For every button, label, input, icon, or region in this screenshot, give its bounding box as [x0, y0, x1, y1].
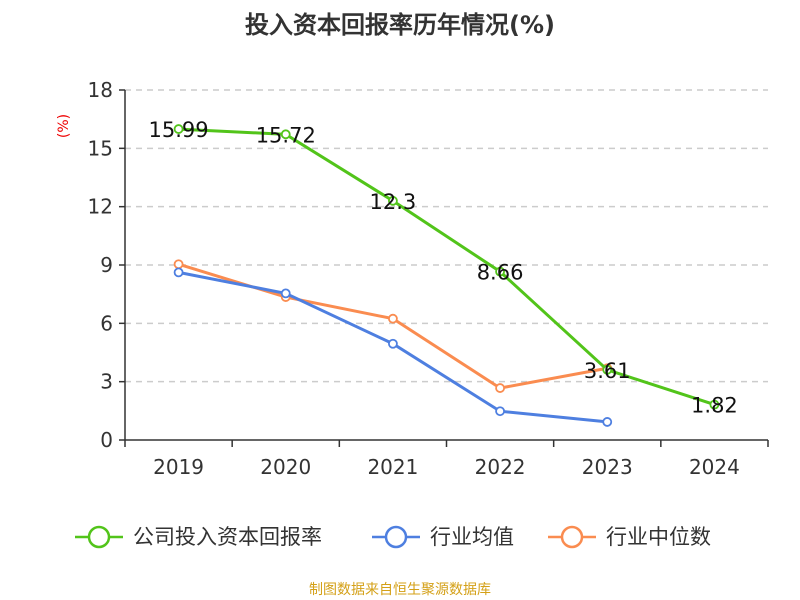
data-point[interactable]: [495, 406, 505, 417]
y-tick-label: 0: [100, 428, 113, 452]
y-tick-label: 6: [100, 311, 113, 335]
legend-circle-icon: [87, 525, 111, 549]
y-tick-label: 12: [88, 195, 113, 219]
data-point[interactable]: [280, 129, 291, 140]
data-label: 15.99: [149, 118, 209, 142]
data-point[interactable]: [173, 267, 184, 278]
data-label: 1.82: [691, 394, 738, 418]
series-line: [178, 127, 715, 407]
data-point[interactable]: [709, 399, 720, 410]
legend-item[interactable]: 公司投入资本回报率: [75, 525, 322, 549]
legend-item[interactable]: 行业中位数: [548, 525, 711, 549]
data-point[interactable]: [280, 288, 291, 299]
data-point[interactable]: [495, 266, 505, 277]
legend-label: 行业均值: [430, 525, 514, 549]
data-point[interactable]: [173, 124, 184, 134]
x-tick-label: 2021: [367, 455, 418, 479]
x-tick-label: 2022: [475, 455, 526, 479]
y-axis-label: (%): [56, 114, 72, 138]
x-tick-label: 2020: [260, 455, 311, 479]
legend-label: 行业中位数: [606, 525, 711, 549]
source-note: 制图数据来自恒生聚源数据库: [309, 582, 491, 598]
x-tick-label: 2019: [153, 455, 204, 479]
y-tick-label: 18: [88, 78, 113, 102]
series-line: [178, 262, 608, 390]
y-tick-label: 15: [88, 136, 113, 160]
data-label: 3.61: [584, 359, 631, 383]
data-point[interactable]: [388, 338, 398, 349]
legend-label: 公司投入资本回报率: [133, 525, 322, 549]
legend-circle-icon: [384, 525, 408, 549]
data-point[interactable]: [495, 383, 505, 393]
x-tick-label: 2023: [582, 455, 633, 479]
data-point[interactable]: [388, 313, 398, 324]
legend-item[interactable]: 行业均值: [372, 525, 514, 549]
data-label: 8.66: [477, 261, 524, 285]
legend-circle-icon: [560, 525, 584, 549]
data-label: 12.3: [370, 190, 417, 214]
x-tick-label: 2024: [689, 455, 740, 479]
y-tick-label: 9: [100, 253, 113, 277]
data-point[interactable]: [602, 364, 613, 375]
chart-title: 投入资本回报率历年情况(%): [245, 11, 555, 39]
data-point[interactable]: [602, 417, 613, 427]
data-point[interactable]: [173, 259, 184, 270]
data-label: 15.72: [256, 123, 316, 147]
y-tick-label: 3: [100, 370, 113, 394]
data-point[interactable]: [388, 195, 398, 206]
